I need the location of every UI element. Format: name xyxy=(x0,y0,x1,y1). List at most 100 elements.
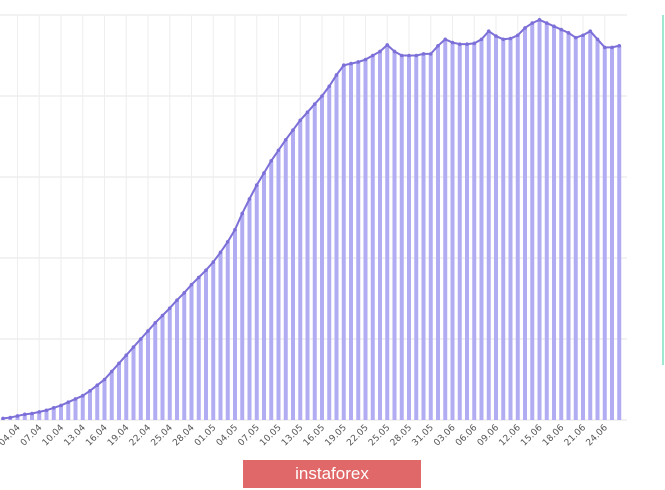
bar xyxy=(552,26,556,421)
point xyxy=(566,31,571,35)
bar xyxy=(211,262,216,420)
x-tick-label: 22.05 xyxy=(345,423,370,448)
bar xyxy=(595,39,600,421)
bar xyxy=(544,23,549,420)
point xyxy=(465,42,469,46)
point xyxy=(160,313,165,318)
watermark: instaforex xyxy=(295,464,369,483)
bar xyxy=(37,411,42,420)
x-tick-label: 28.05 xyxy=(389,423,414,448)
point xyxy=(595,37,600,42)
x-tick-label: 15.06 xyxy=(519,423,544,448)
bar xyxy=(66,402,71,420)
bar xyxy=(523,27,527,421)
bar xyxy=(51,407,56,420)
x-tick-label: 13.04 xyxy=(63,423,88,448)
x-tick-label: 10.05 xyxy=(258,423,283,448)
point xyxy=(66,400,71,404)
bar xyxy=(22,414,27,420)
bar xyxy=(30,413,34,420)
x-tick-label: 19.04 xyxy=(106,423,131,448)
bar xyxy=(160,315,165,420)
point xyxy=(276,148,281,153)
point xyxy=(233,227,237,232)
bar xyxy=(363,59,368,421)
bar xyxy=(320,96,324,420)
x-tick-label: 03.06 xyxy=(432,423,457,448)
point xyxy=(117,361,121,366)
x-tick-label: 12.06 xyxy=(498,423,523,448)
bar xyxy=(530,23,535,420)
point xyxy=(240,211,245,216)
bar xyxy=(80,395,85,420)
bar xyxy=(399,55,404,420)
bar xyxy=(407,55,411,420)
bar xyxy=(334,74,339,420)
bar xyxy=(88,390,92,420)
point xyxy=(610,45,614,50)
x-tick-label: 01.05 xyxy=(193,423,218,448)
point xyxy=(349,61,353,66)
point xyxy=(537,18,542,22)
point xyxy=(501,37,506,42)
bar xyxy=(537,19,542,421)
point xyxy=(298,118,303,123)
point xyxy=(421,52,426,56)
bar xyxy=(479,39,484,421)
point xyxy=(247,197,252,201)
bar xyxy=(588,31,593,420)
point xyxy=(392,49,397,54)
point xyxy=(167,306,172,311)
point xyxy=(573,35,578,40)
point xyxy=(88,389,92,393)
x-tick-label: 07.05 xyxy=(237,423,262,448)
x-tick-label: 09.06 xyxy=(476,423,501,448)
bar xyxy=(196,277,201,420)
bar xyxy=(508,38,513,421)
x-tick-label: 28.04 xyxy=(171,423,196,448)
bar xyxy=(276,150,281,420)
point xyxy=(370,53,375,58)
x-tick-label: 25.04 xyxy=(150,423,175,448)
x-tick-label: 18.06 xyxy=(541,423,566,448)
point xyxy=(59,403,63,408)
point xyxy=(146,329,150,333)
point xyxy=(472,41,477,46)
point xyxy=(320,94,324,98)
bar xyxy=(131,347,136,420)
bar xyxy=(443,39,448,421)
bar xyxy=(269,160,274,421)
bar xyxy=(175,300,179,420)
x-tick-label: 06.06 xyxy=(454,423,479,448)
point xyxy=(508,36,513,41)
point xyxy=(102,377,107,382)
bar xyxy=(573,37,578,421)
point xyxy=(153,321,158,325)
bar xyxy=(124,355,129,420)
point xyxy=(30,411,34,416)
point xyxy=(189,282,194,287)
bar xyxy=(327,86,332,420)
bar xyxy=(283,139,288,421)
bar xyxy=(486,31,491,420)
bar xyxy=(73,398,78,420)
bar xyxy=(414,55,419,420)
bar xyxy=(450,42,455,420)
bar xyxy=(559,29,564,421)
point xyxy=(175,298,179,302)
point xyxy=(204,268,208,272)
point xyxy=(617,43,622,48)
bar xyxy=(566,32,571,420)
point xyxy=(283,137,288,142)
point xyxy=(450,40,455,45)
point xyxy=(262,171,266,175)
bar xyxy=(581,35,585,420)
point xyxy=(109,369,114,374)
point xyxy=(225,240,230,244)
x-tick-label: 25.05 xyxy=(367,423,392,448)
point xyxy=(80,393,85,398)
bar xyxy=(59,405,63,420)
point xyxy=(428,52,433,56)
x-tick-label: 21.06 xyxy=(563,423,588,448)
bar xyxy=(182,292,187,420)
